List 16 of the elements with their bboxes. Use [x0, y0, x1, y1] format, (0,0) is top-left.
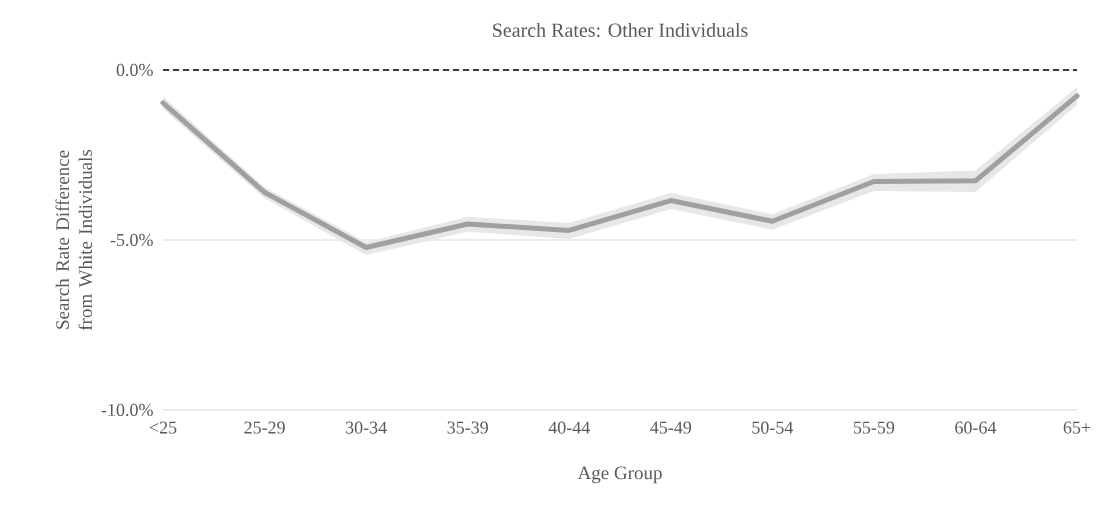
y-axis-title: Search Rate Difference from White Individuals	[55, 149, 93, 331]
x-tick-label: 25-29	[244, 421, 285, 434]
x-tick-label: 30-34	[345, 421, 387, 434]
x-tick-label: 50-54	[752, 421, 794, 434]
x-tick-label: 40-44	[548, 421, 590, 434]
x-tick-label: 45-49	[650, 421, 692, 434]
x-tick-label: 55-59	[853, 421, 895, 434]
chart-title: Search Rates: Other Individuals	[493, 22, 748, 38]
x-tick-label: 60-64	[955, 421, 997, 434]
x-axis-title: Age Group	[577, 466, 662, 484]
x-tick-label: 65+	[1063, 421, 1091, 434]
y-tick-label: -10.0%	[101, 403, 153, 417]
x-tick-label: <25	[149, 421, 177, 434]
x-tick-label: 35-39	[447, 421, 488, 434]
y-tick-label: -5.0%	[110, 233, 153, 247]
y-tick-label: 0.0%	[116, 63, 153, 77]
